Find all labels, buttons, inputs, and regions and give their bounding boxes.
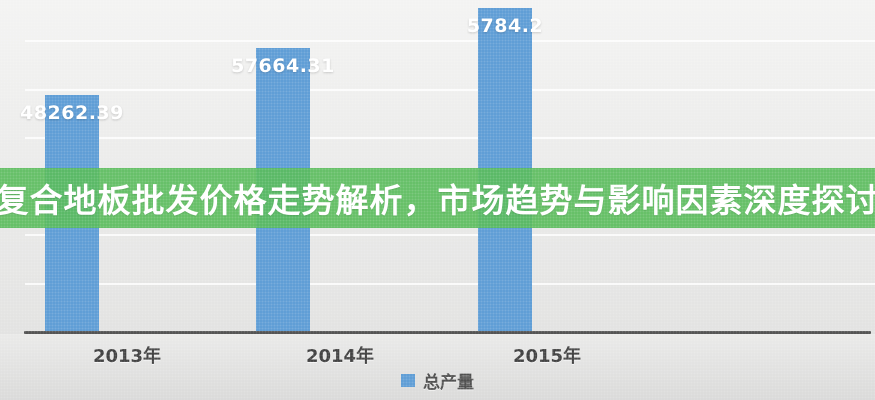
- title-banner: 复合地板批发价格走势解析，市场趋势与影响因素深度探讨: [0, 168, 875, 228]
- gridline: [25, 234, 875, 236]
- axis-label-band: 2013年 2014年 2015年 总产量: [0, 334, 875, 400]
- x-tick-2014: 2014年: [305, 346, 375, 367]
- data-label-2013: 48262.39: [20, 102, 124, 124]
- gridline: [25, 137, 875, 139]
- x-axis-line: [24, 331, 871, 334]
- banner-title: 复合地板批发价格走势解析，市场趋势与影响因素深度探讨: [0, 181, 875, 220]
- gridline: [25, 283, 875, 285]
- legend-swatch-icon: [401, 374, 415, 387]
- x-tick-2013: 2013年: [92, 346, 162, 367]
- x-tick-2015: 2015年: [512, 346, 582, 367]
- gridline: [25, 40, 875, 42]
- gridline: [25, 89, 875, 91]
- legend[interactable]: 总产量: [0, 368, 875, 393]
- legend-label: 总产量: [423, 373, 474, 393]
- data-label-2014: 57664.31: [231, 55, 335, 77]
- data-label-2015: 5784.2: [466, 15, 544, 37]
